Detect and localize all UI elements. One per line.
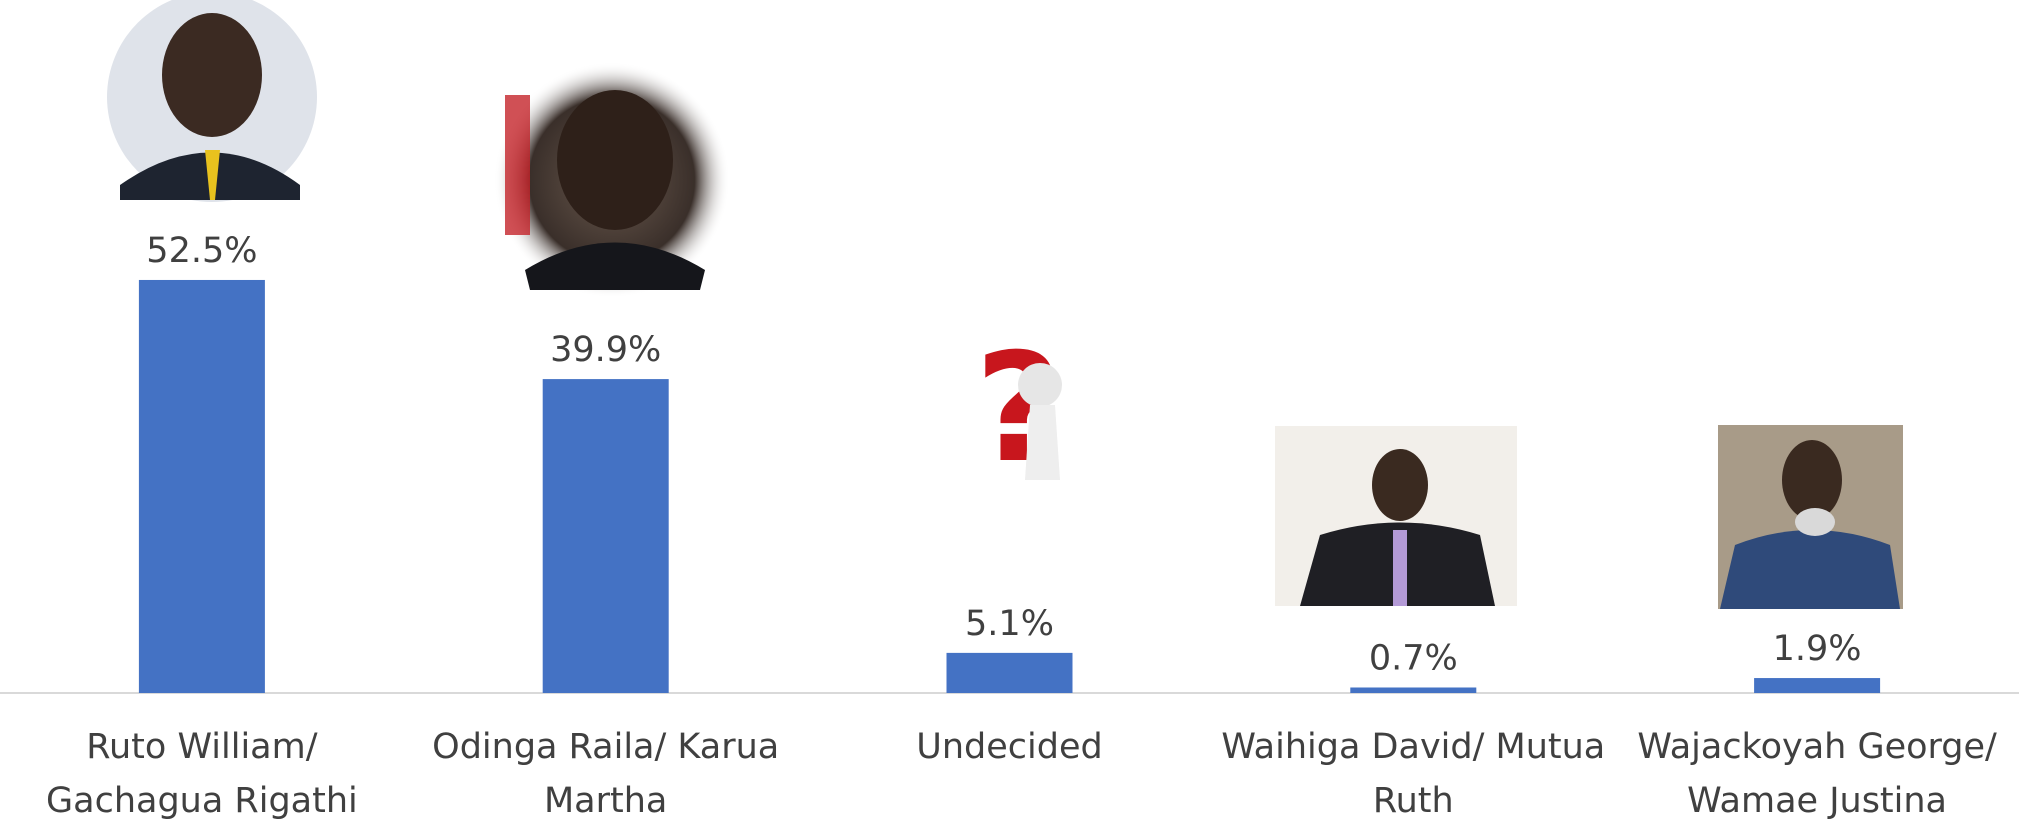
value-label: 52.5%: [146, 231, 257, 271]
value-label: 5.1%: [965, 604, 1054, 644]
question-mark-image: ?: [975, 322, 1062, 496]
category-label: Undecided: [916, 727, 1103, 767]
photo-odinga: [494, 62, 730, 298]
value-label: 1.9%: [1773, 629, 1862, 669]
category-label: Ruto William/ Gachagua Rigathi: [46, 727, 358, 821]
value-label: 39.9%: [550, 330, 661, 370]
category-label: Wajackoyah George/ Wamae Justina: [1637, 727, 1997, 821]
photo-wajackoyah: [1718, 425, 1903, 609]
category-label: Odinga Raila/ Karua Martha: [432, 727, 780, 821]
photo-waihiga: [1275, 426, 1517, 606]
photo-ruto: [107, 0, 317, 202]
bar: [1350, 687, 1477, 693]
bar: [138, 279, 265, 693]
category-label: Waihiga David/ Mutua Ruth: [1221, 727, 1606, 821]
bar: [1754, 678, 1881, 693]
bar: [946, 652, 1073, 693]
value-label: 0.7%: [1369, 638, 1458, 678]
bar: [542, 379, 669, 693]
